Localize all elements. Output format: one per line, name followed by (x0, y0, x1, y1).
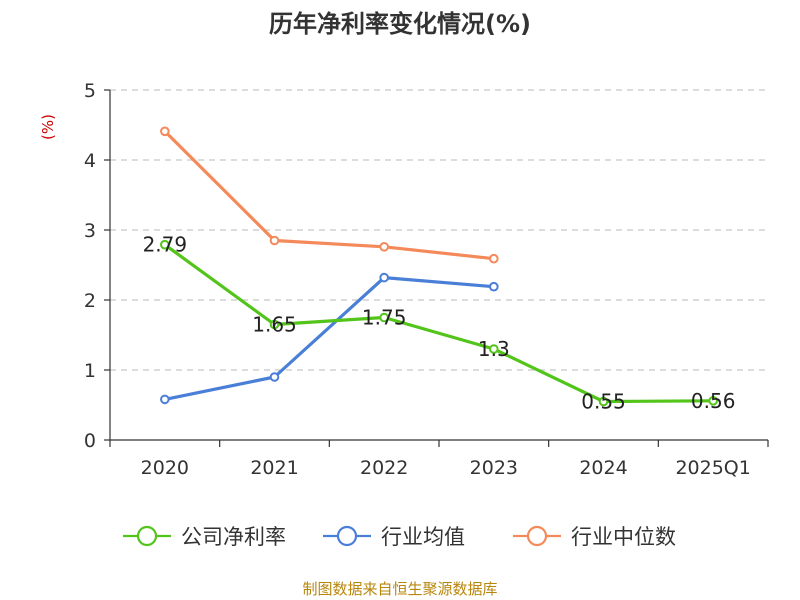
data-point (598, 396, 609, 407)
data-point (489, 253, 499, 264)
y-axis-unit-label: (%) (39, 114, 57, 140)
data-point (708, 396, 718, 406)
legend-label-1: 行业均值 (381, 525, 465, 549)
y-tick-label: 1 (84, 360, 96, 382)
data-point (269, 372, 280, 382)
y-tick-label: 4 (84, 150, 96, 172)
data-point (379, 242, 389, 252)
legend-label-0: 公司净利率 (181, 525, 286, 549)
data-point (269, 235, 280, 246)
legend-marker-1 (336, 525, 358, 547)
legend-label-2: 行业中位数 (571, 525, 676, 549)
series-line-1 (164, 276, 494, 401)
y-tick-label: 5 (84, 80, 96, 102)
data-label: 1.75 (362, 306, 407, 330)
series-layer (160, 126, 718, 407)
x-tick-label: 2020 (141, 457, 189, 479)
data-point (269, 319, 280, 330)
data-label: 1.65 (252, 313, 297, 337)
data-point (489, 281, 499, 292)
x-tick-label: 2025Q1 (675, 457, 750, 479)
y-tick-label: 3 (84, 220, 96, 242)
x-tick-label: 2024 (579, 457, 627, 479)
data-point (489, 344, 499, 354)
grid (110, 89, 768, 371)
series-line-2 (163, 130, 495, 261)
source-note: 制图数据来自恒生聚源数据库 (302, 580, 497, 598)
legend: 公司净利率 行业均值 行业中位数 (123, 525, 676, 549)
legend-marker-2 (526, 525, 548, 547)
data-point (379, 312, 389, 323)
data-point (160, 239, 170, 250)
y-tick-label: 0 (84, 430, 96, 452)
data-label: 1.3 (478, 337, 510, 361)
data-point (379, 272, 389, 283)
x-tick-label: 2022 (360, 457, 408, 479)
x-tick-label: 2023 (470, 457, 518, 479)
x-tick-label: 2021 (250, 457, 298, 479)
data-label: 0.55 (581, 390, 626, 414)
legend-marker-0 (136, 525, 158, 547)
y-tick-label: 2 (84, 290, 96, 312)
series-line-0 (163, 243, 714, 404)
axes: 0 1 2 3 4 5 2020 2021 2022 2023 2024 2025Q1 (84, 80, 769, 479)
data-labels: 2.79 1.65 1.75 1.3 0.55 0.56 (143, 233, 736, 414)
data-point (160, 394, 170, 405)
chart-title: 历年净利率变化情况(%) (269, 10, 531, 38)
data-point (160, 126, 170, 137)
data-label: 0.56 (691, 389, 736, 413)
data-label: 2.79 (143, 233, 188, 257)
